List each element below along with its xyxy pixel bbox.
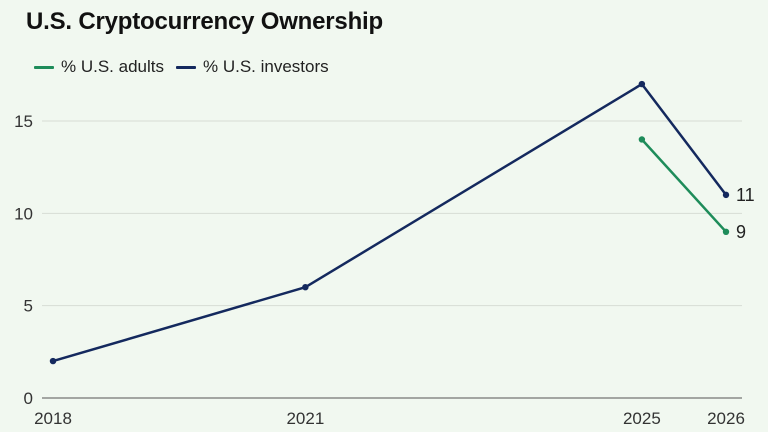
legend-item-adults: % U.S. adults [34, 57, 164, 77]
legend-swatch-investors [176, 65, 196, 69]
data-point-0-0 [638, 136, 646, 143]
series-line-1 [51, 82, 728, 363]
data-point-1-0 [49, 357, 57, 365]
data-point-0-1 [722, 228, 730, 235]
end-label-0: 9 [736, 222, 746, 242]
data-point-1-2 [638, 80, 646, 88]
legend-label-investors: % U.S. investors [203, 57, 329, 76]
y-tick-label-5: 5 [24, 297, 33, 316]
x-tick-label-2018: 2018 [34, 409, 72, 428]
legend-item-investors: % U.S. investors [176, 57, 329, 77]
legend-label-adults: % U.S. adults [61, 57, 164, 76]
x-tick-label-2026: 2026 [707, 409, 745, 428]
data-point-1-1 [302, 284, 309, 291]
legend-swatch-adults [34, 65, 54, 69]
x-tick-label-2025: 2025 [623, 409, 661, 428]
end-label-1: 11 [736, 185, 755, 205]
y-tick-label-15: 15 [14, 112, 33, 131]
data-point-1-3 [722, 191, 730, 199]
chart-title: U.S. Cryptocurrency Ownership [26, 8, 383, 35]
y-tick-label-0: 0 [24, 389, 33, 408]
legend: % U.S. adults % U.S. investors [34, 57, 341, 77]
series-line-0 [640, 138, 728, 234]
x-tick-label-2021: 2021 [286, 409, 324, 428]
y-tick-label-10: 10 [14, 204, 33, 223]
